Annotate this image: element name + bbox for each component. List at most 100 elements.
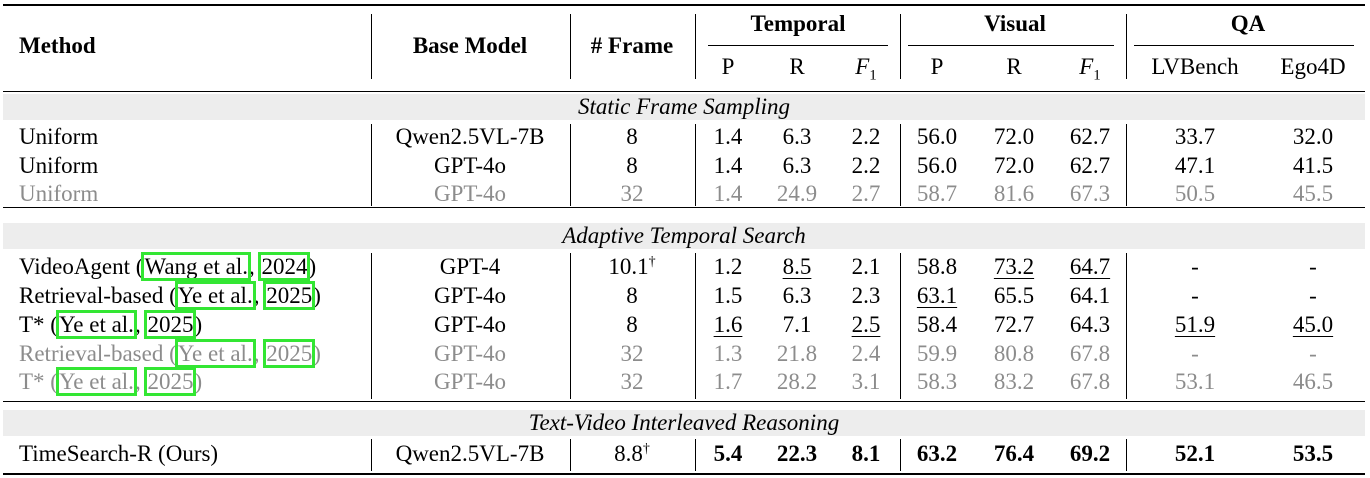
col-sep-temporal-b2: [900, 253, 901, 399]
method-cell: T* (Ye et al., 2025): [19, 310, 202, 339]
visual-p-cell: 58.4: [916, 312, 958, 337]
visual-r-cell: 72.7: [993, 312, 1035, 337]
frame-cell: 8: [626, 124, 638, 149]
dagger-mark: †: [648, 254, 656, 270]
header-temporal-f1: F1: [855, 54, 877, 89]
citation-year-link[interactable]: 2025: [263, 281, 316, 310]
temporal-f1-cell: 2.2: [851, 124, 881, 149]
method-cell: VideoAgent (Wang et al., 2024): [19, 252, 316, 281]
ego4d-cell: -: [1309, 283, 1317, 308]
col-sep-visual-b3: [1126, 439, 1127, 471]
lvbench-cell: 53.1: [1174, 369, 1216, 394]
col-sep-visual: [1126, 14, 1127, 79]
col-sep-frame-b3: [695, 439, 696, 471]
citation-year-link[interactable]: 2025: [144, 367, 197, 396]
citation-author-link[interactable]: Ye et al.: [55, 310, 137, 339]
header-visual-r: R: [1006, 54, 1022, 79]
temporal-f1-cell: 2.2: [851, 153, 881, 178]
base-model-cell: GPT-4o: [434, 181, 506, 206]
temporal-r-cell: 22.3: [776, 441, 818, 466]
dagger-mark: †: [642, 441, 650, 457]
lvbench-cell: -: [1191, 283, 1199, 308]
citation-year-link[interactable]: 2025: [263, 339, 316, 368]
table-row: Retrieval-based (Ye et al., 2025) GPT-4o…: [0, 339, 1370, 368]
ego4d-cell: -: [1309, 341, 1317, 366]
frame-cell: 32: [620, 341, 644, 366]
citation-year-link[interactable]: 2025: [144, 310, 197, 339]
method-name: T* (: [19, 369, 58, 394]
section-band-interleaved: [3, 410, 1365, 436]
col-sep-frame: [695, 14, 696, 79]
section-rule-2: [3, 401, 1365, 402]
frame-value: 8.8: [614, 441, 643, 466]
visual-r-cell: 83.2: [993, 369, 1035, 394]
citation-year-link[interactable]: 2024: [258, 252, 311, 281]
citation-close: ): [194, 369, 203, 394]
base-model-cell: GPT-4o: [434, 312, 506, 337]
visual-r-cell: 65.5: [993, 283, 1035, 308]
col-sep-frame-b1: [695, 124, 696, 206]
citation-author-link[interactable]: Ye et al.: [174, 281, 256, 310]
col-sep-temporal-b1: [900, 124, 901, 206]
temporal-p-cell: 1.6: [713, 312, 743, 337]
citation-separator: ,: [253, 283, 260, 308]
temporal-r-cell: 8.5: [782, 254, 812, 279]
citation-close: ): [313, 283, 321, 308]
frame-cell: 8: [626, 283, 638, 308]
visual-p-cell: 63.2: [916, 441, 958, 466]
lvbench-cell: 47.1: [1174, 153, 1216, 178]
frame-cell: 32: [620, 181, 644, 206]
method-name: T* (: [19, 312, 58, 337]
frame-cell: 8: [626, 312, 638, 337]
visual-r-cell: 72.0: [993, 153, 1035, 178]
temporal-f1-cell: 3.1: [851, 369, 881, 394]
visual-p-cell: 59.9: [916, 341, 958, 366]
method-name: VideoAgent (: [19, 254, 144, 279]
table-row: VideoAgent (Wang et al., 2024) GPT-4 10.…: [0, 252, 1370, 281]
temporal-cmidrule: [708, 45, 888, 46]
header-visual-f1: F1: [1079, 54, 1101, 89]
citation-separator: ,: [134, 369, 141, 394]
header-f-letter: F: [1079, 54, 1094, 79]
temporal-f1-cell: 2.5: [851, 312, 881, 337]
col-sep-method: [371, 14, 372, 79]
temporal-p-cell: 1.7: [713, 369, 743, 394]
col-sep-method-b2: [371, 253, 372, 399]
col-sep-method-b1: [371, 124, 372, 206]
temporal-f1-cell: 2.4: [851, 341, 881, 366]
header-visual: Visual: [984, 11, 1046, 36]
col-sep-frame-b2: [695, 253, 696, 399]
ego4d-cell: 45.5: [1292, 181, 1334, 206]
visual-r-cell: 76.4: [993, 441, 1035, 466]
visual-r-cell: 72.0: [993, 124, 1035, 149]
table-row: T* (Ye et al., 2025) GPT-4o 8 1.6 7.1 2.…: [0, 310, 1370, 339]
header-f-letter: F: [855, 54, 870, 79]
frame-cell: 10.1†: [608, 252, 655, 281]
temporal-p-cell: 1.4: [713, 124, 743, 149]
citation-author-link[interactable]: Wang et al.: [141, 252, 251, 281]
method-cell: Uniform: [19, 153, 99, 178]
visual-r-cell: 73.2: [993, 254, 1035, 279]
section-title-adaptive: Adaptive Temporal Search: [562, 223, 806, 248]
header-rule: [3, 91, 1365, 92]
citation-author-link[interactable]: Ye et al.: [55, 367, 137, 396]
visual-f1-cell: 62.7: [1069, 153, 1111, 178]
visual-r-cell: 80.8: [993, 341, 1035, 366]
temporal-f1-cell: 2.3: [851, 283, 881, 308]
method-cell: Retrieval-based (Ye et al., 2025): [19, 281, 321, 310]
citation-author-link[interactable]: Ye et al.: [174, 339, 256, 368]
header-lvbench: LVBench: [1151, 54, 1239, 79]
header-f-subscript: 1: [869, 67, 877, 84]
col-sep-visual-b1: [1126, 124, 1127, 206]
col-sep-base-b2: [570, 253, 571, 399]
header-f-subscript: 1: [1093, 67, 1101, 84]
visual-p-cell: 63.1: [916, 283, 958, 308]
ego4d-cell: 32.0: [1292, 124, 1334, 149]
lvbench-cell: -: [1191, 254, 1199, 279]
table-row: T* (Ye et al., 2025) GPT-4o 32 1.7 28.2 …: [0, 367, 1370, 396]
temporal-r-cell: 24.9: [776, 181, 818, 206]
temporal-p-cell: 1.3: [713, 341, 743, 366]
table-row: Uniform GPT-4o 32 1.4 24.9 2.7 58.7 81.6…: [0, 179, 1370, 208]
base-model-cell: GPT-4o: [434, 341, 506, 366]
table-row: Retrieval-based (Ye et al., 2025) GPT-4o…: [0, 281, 1370, 310]
